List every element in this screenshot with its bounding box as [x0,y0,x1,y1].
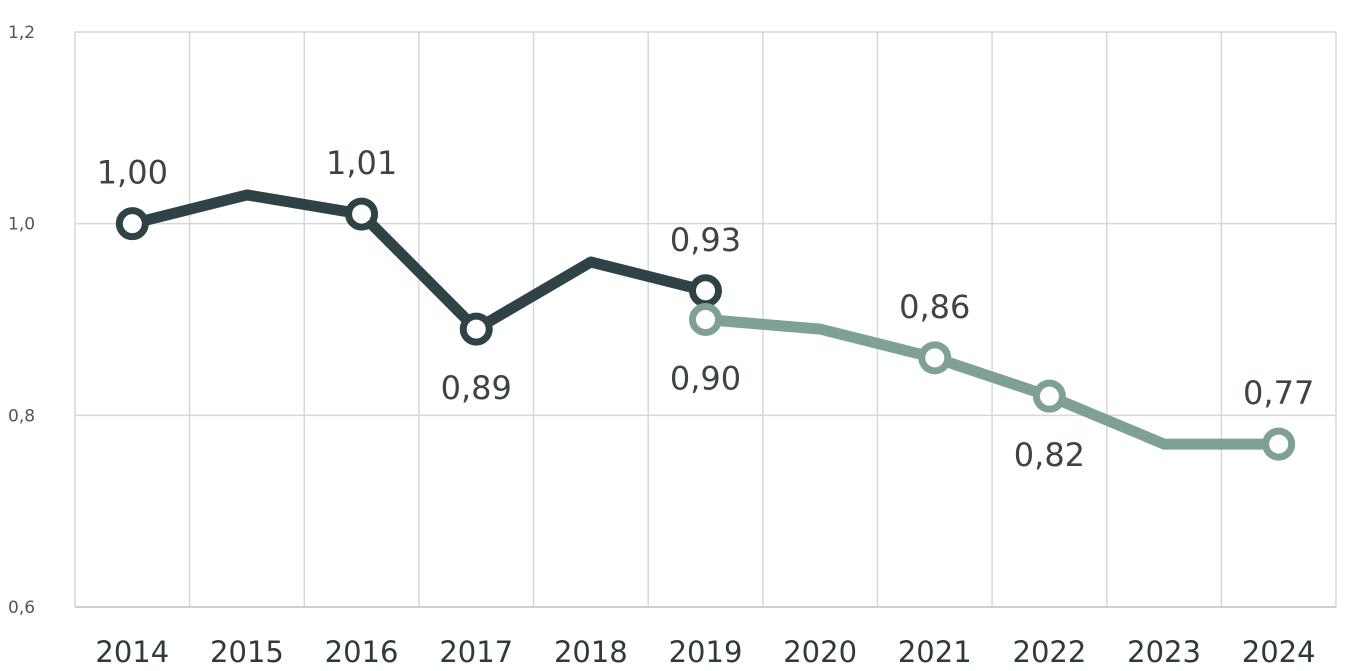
data-point-marker [459,312,493,346]
series-lines [126,189,1285,450]
x-tick-label: 2017 [439,635,513,669]
y-tick-label: 1,2 [8,23,35,43]
data-point-marker [1262,427,1296,461]
x-tick-label: 2023 [1127,635,1201,669]
x-tick-label: 2016 [325,635,399,669]
data-point-marker [689,303,722,336]
data-point-marker [345,197,379,231]
data-point-marker [918,341,952,375]
x-tick-label: 2024 [1242,635,1316,669]
data-label: 0,82 [1014,436,1085,474]
data-label: 0,93 [670,221,741,259]
data-label: 0,90 [670,360,741,398]
x-tick-label: 2014 [95,635,169,669]
y-tick-label: 0,8 [8,406,35,426]
data-label: 0,86 [899,288,970,326]
y-axis-ticks: 0,6 0,8 1,0 1,2 [8,23,35,618]
series-markers [115,197,1296,461]
data-label: 0,89 [441,369,512,407]
data-labels: 1,00 1,01 0,89 0,93 0,90 0,86 0,82 0,77 [97,144,1315,474]
x-tick-label: 2015 [210,635,284,669]
data-point-marker [1032,379,1066,413]
data-label: 1,01 [326,144,397,182]
data-point-marker [689,274,722,308]
x-tick-label: 2018 [554,635,628,669]
x-tick-label: 2022 [1013,635,1087,669]
y-tick-label: 1,0 [8,215,35,235]
data-label: 1,00 [97,154,168,192]
data-point-marker [115,207,149,241]
grid [74,31,1337,608]
series-line-1 [126,189,711,335]
x-tick-label: 2021 [898,635,972,669]
data-label: 0,77 [1243,374,1314,412]
x-tick-label: 2019 [669,635,743,669]
y-tick-label: 0,6 [8,598,35,618]
series-line-2 [700,314,1285,450]
x-axis-ticks: 2014 2015 2016 2017 2018 2019 2020 2021 2022 2023… [95,635,1315,669]
x-tick-label: 2020 [783,635,857,669]
